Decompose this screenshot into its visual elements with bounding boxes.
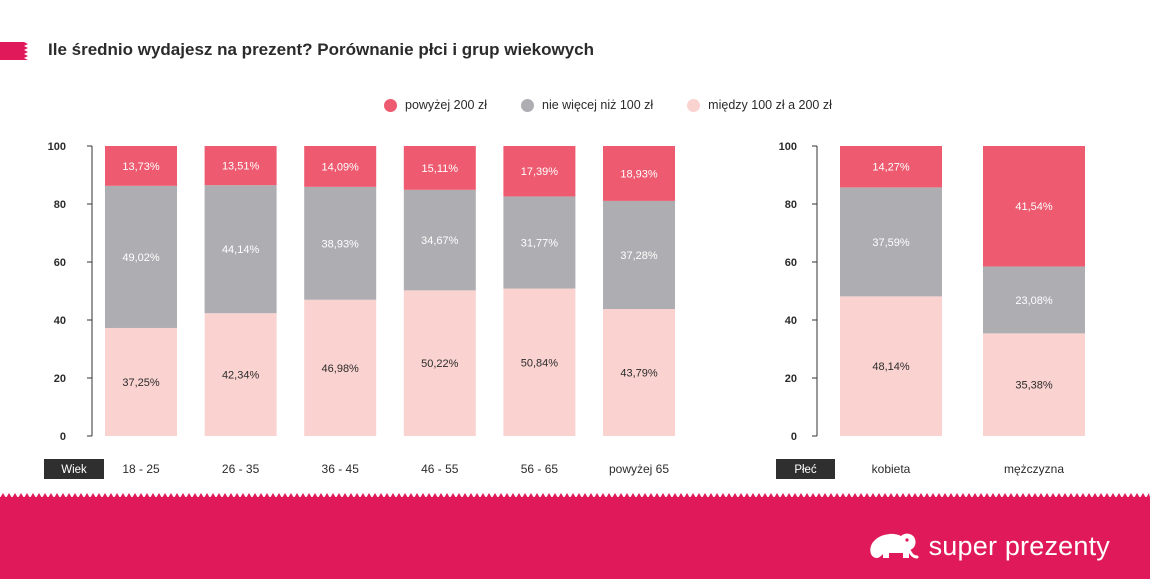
y-tick-label: 40 (785, 315, 797, 327)
bar-segment (983, 146, 1085, 267)
data-label: 42,34% (222, 370, 260, 382)
data-label: 46,98% (322, 363, 360, 375)
legend-label-top: powyżej 200 zł (405, 98, 487, 112)
y-tick-label: 60 (785, 257, 797, 269)
data-label: 23,08% (1015, 295, 1053, 307)
footer-zigzag-edge (0, 493, 1150, 498)
x-category-label: 36 - 45 (322, 462, 360, 476)
data-label: 15,11% (422, 163, 459, 175)
page-title: Ile średnio wydajesz na prezent? Porówna… (48, 40, 595, 59)
legend-item-bottom: między 100 zł a 200 zł (687, 98, 832, 112)
y-tick-label: 20 (785, 373, 797, 385)
legend-item-top: powyżej 200 zł (384, 98, 487, 112)
bar-segment (204, 185, 277, 314)
y-tick-label: 0 (791, 431, 797, 443)
bar-segment (105, 185, 177, 328)
legend: powyżej 200 zł nie więcej niż 100 zł mię… (384, 98, 866, 112)
legend-label-bottom: między 100 zł a 200 zł (708, 98, 832, 112)
chart-1: 0 20 40 60 80 100 48,14% 37,59% 14,27% kobieta 35,… (776, 141, 1085, 479)
bar-segment (503, 288, 576, 436)
axis-badge-label: Płeć (794, 464, 817, 476)
legend-dot-bottom (687, 98, 701, 112)
legend-item-middle: nie więcej niż 100 zł (521, 98, 653, 112)
bar-segment (840, 146, 942, 188)
bar-segment (204, 313, 277, 436)
y-tick-label: 0 (60, 431, 66, 443)
bar-segment (983, 266, 1085, 334)
data-label: 37,59% (872, 237, 910, 249)
legend-label-middle: nie więcej niż 100 zł (542, 98, 654, 112)
bar-segment (840, 296, 942, 436)
axis-badge (776, 459, 835, 479)
data-label: 13,51% (222, 161, 260, 173)
data-label: 44,14% (222, 244, 260, 256)
data-label: 18,93% (620, 168, 658, 180)
bar-segment (403, 290, 476, 436)
y-tick-label: 80 (785, 199, 797, 211)
data-label: 50,22% (421, 358, 459, 370)
data-label: 48,14% (872, 361, 910, 373)
bar-segment (603, 309, 675, 436)
x-category-label: powyżej 65 (609, 462, 669, 476)
data-label: 38,93% (322, 238, 360, 250)
bar-segment (503, 196, 576, 289)
x-category-label: 56 - 65 (521, 462, 559, 476)
x-category-label: 46 - 55 (421, 462, 459, 476)
data-label: 41,54% (1015, 201, 1053, 213)
bar-segment (840, 187, 942, 297)
x-category-label: 26 - 35 (222, 462, 260, 476)
data-label: 50,84% (521, 357, 559, 369)
data-label: 43,79% (620, 368, 658, 380)
title-accent-mark (0, 42, 28, 60)
axis-badge (44, 459, 104, 479)
brand-name: super prezenty (928, 530, 1110, 561)
bar-segment (204, 146, 277, 186)
x-category-label: 18 - 25 (122, 462, 160, 476)
data-label: 14,09% (322, 161, 360, 173)
chart-0: 0 20 40 60 80 100 37,25% 49,02% 13,73% 18 - 25 42,… (44, 141, 675, 479)
y-tick-label: 100 (48, 141, 66, 153)
data-label: 37,25% (122, 377, 160, 389)
bar-segment (603, 146, 675, 201)
data-label: 14,27% (872, 162, 910, 174)
y-tick-label: 60 (54, 257, 66, 269)
data-label: 13,73% (122, 161, 160, 173)
y-tick-label: 20 (54, 373, 66, 385)
data-label: 34,67% (421, 235, 459, 247)
data-label: 31,77% (521, 237, 559, 249)
legend-dot-middle (521, 98, 534, 112)
x-category-label: kobieta (872, 462, 911, 476)
footer-bar (0, 497, 1150, 579)
data-label: 35,38% (1015, 380, 1053, 392)
bar-segment (304, 299, 377, 436)
y-tick-label: 80 (54, 199, 66, 211)
elephant-icon (869, 533, 919, 559)
x-category-label: mężczyzna (1004, 462, 1064, 476)
data-label: 17,39% (521, 166, 559, 178)
legend-dot-top (384, 98, 397, 112)
bar-segment (983, 333, 1085, 436)
brand-logo: super prezenty (867, 528, 1110, 564)
axis-badge-label: Wiek (61, 464, 87, 476)
bar-segment (304, 186, 377, 300)
bar-segment (503, 146, 576, 197)
bar-segment (304, 146, 377, 187)
bar-segment (403, 189, 476, 291)
y-tick-label: 40 (54, 315, 66, 327)
bar-segment (403, 146, 476, 190)
y-tick-label: 100 (779, 141, 797, 153)
bar-segment (105, 146, 177, 186)
bar-segment (603, 200, 675, 310)
bar-segment (105, 327, 177, 436)
data-label: 49,02% (122, 252, 160, 264)
data-label: 37,28% (620, 250, 658, 262)
